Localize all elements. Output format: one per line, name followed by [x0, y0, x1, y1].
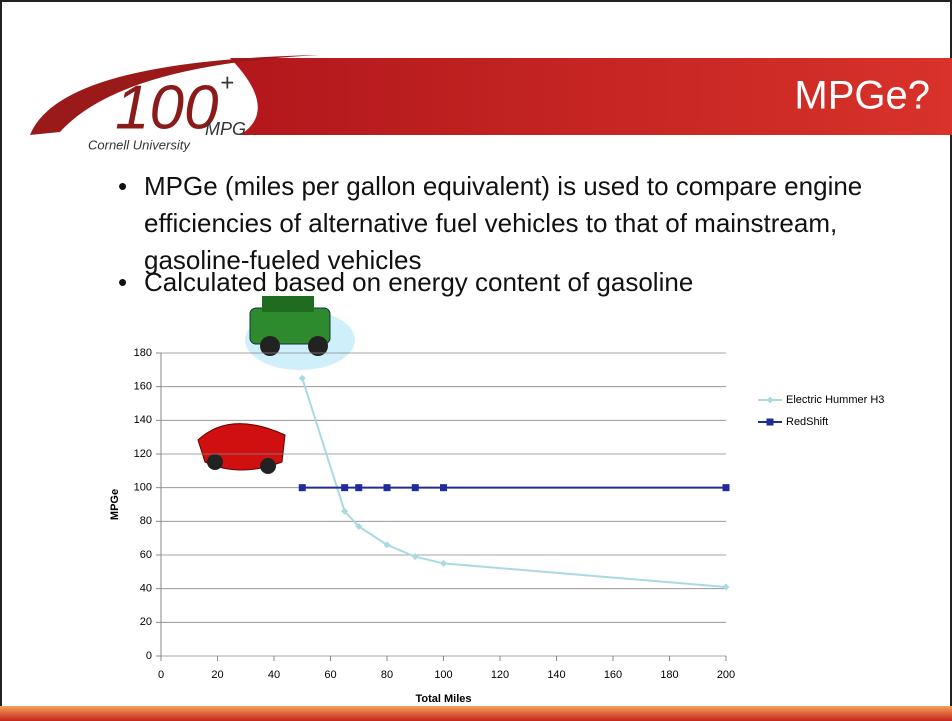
y-tick-label: 0	[146, 650, 152, 662]
x-tick-label: 200	[717, 669, 735, 681]
bullet: •Calculated based on energy content of g…	[118, 264, 878, 301]
logo-number: 100	[115, 73, 218, 142]
x-axis-title: Total Miles	[415, 693, 471, 705]
y-tick-label: 60	[140, 549, 152, 561]
bullet-text: Calculated based on energy content of ga…	[144, 264, 878, 301]
x-tick-label: 0	[158, 669, 164, 681]
x-tick-label: 180	[660, 669, 678, 681]
x-tick-label: 140	[547, 669, 565, 681]
x-tick-label: 80	[381, 669, 393, 681]
series-line	[302, 378, 726, 587]
logo-university: Cornell University	[88, 137, 191, 152]
slide-title: MPGe?	[794, 74, 930, 118]
logo-mpg: MPG	[205, 119, 246, 139]
bullet: •MPGe (miles per gallon equivalent) is u…	[118, 168, 878, 279]
x-tick-label: 120	[491, 669, 509, 681]
data-point	[440, 560, 447, 567]
data-point	[384, 484, 391, 491]
y-tick-label: 20	[140, 616, 152, 628]
y-axis-title: MPGe	[109, 489, 121, 520]
data-point	[440, 484, 447, 491]
data-point	[299, 484, 306, 491]
data-point	[299, 375, 306, 382]
data-point	[341, 484, 348, 491]
bullet-text: MPGe (miles per gallon equivalent) is us…	[144, 168, 878, 279]
x-tick-label: 20	[211, 669, 223, 681]
x-tick-label: 100	[434, 669, 452, 681]
y-tick-label: 80	[140, 515, 152, 527]
data-point	[412, 484, 419, 491]
legend-label: Electric Hummer H3	[786, 394, 884, 406]
slide: 100 + MPG Cornell University MPGe? 0 20 40…	[0, 0, 952, 721]
y-tick-label: 180	[134, 347, 152, 359]
data-point	[767, 397, 774, 404]
y-tick-label: 100	[134, 482, 152, 494]
legend-label: RedShift	[786, 416, 828, 428]
data-point	[412, 553, 419, 560]
data-point	[723, 484, 730, 491]
sports-car-picture	[198, 424, 285, 474]
x-tick-label: 160	[604, 669, 622, 681]
x-tick-label: 60	[324, 669, 336, 681]
logo-plus: +	[220, 69, 234, 96]
jeep-picture	[245, 296, 355, 370]
footer-bar	[0, 706, 952, 721]
y-tick-label: 140	[134, 414, 152, 426]
slide-canvas: 100 + MPG Cornell University MPGe? 0 20 40…	[0, 0, 952, 721]
y-tick-label: 120	[134, 448, 152, 460]
x-tick-label: 40	[268, 669, 280, 681]
y-tick-label: 40	[140, 583, 152, 595]
data-point	[355, 484, 362, 491]
y-tick-label: 160	[134, 381, 152, 393]
data-point	[767, 419, 774, 426]
data-point	[723, 583, 730, 590]
